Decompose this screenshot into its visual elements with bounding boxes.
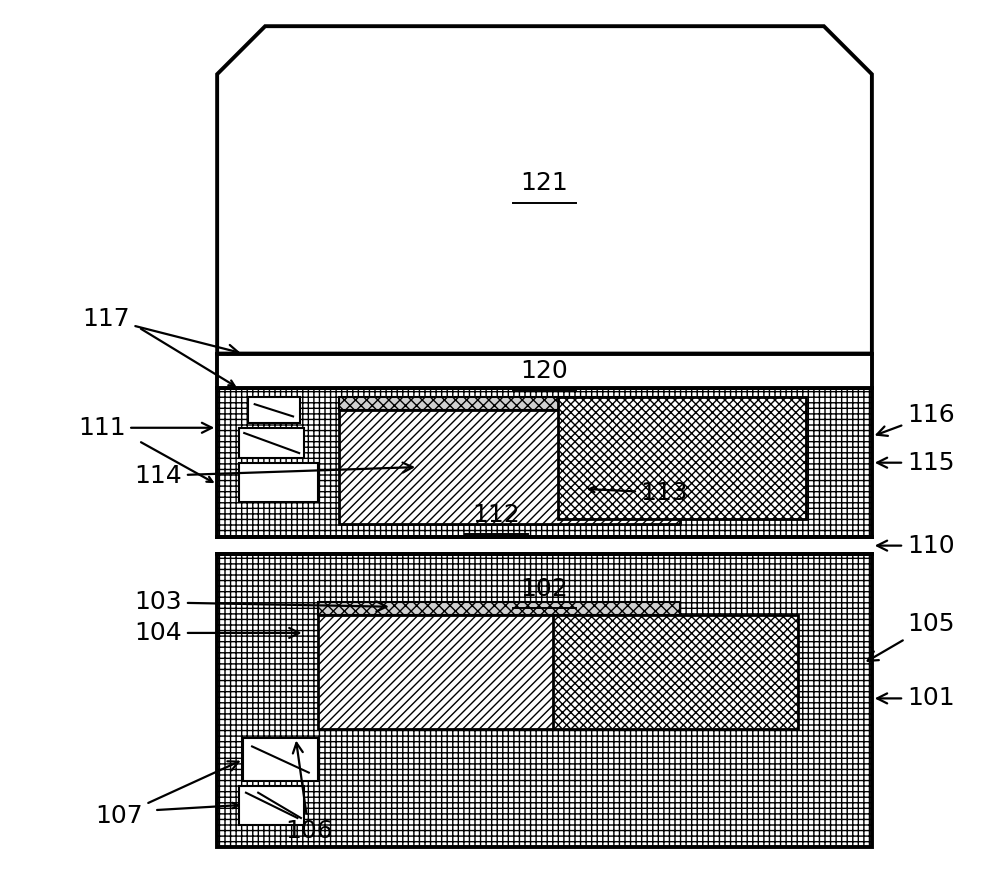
Text: 117: 117 — [82, 306, 238, 354]
Text: 120: 120 — [520, 359, 568, 383]
Bar — [239, 786, 305, 825]
Text: 107: 107 — [95, 761, 238, 828]
Bar — [318, 602, 680, 615]
Text: 105: 105 — [868, 612, 954, 661]
Polygon shape — [217, 26, 872, 354]
Bar — [340, 410, 680, 524]
Text: 106: 106 — [285, 743, 333, 843]
Text: 103: 103 — [135, 590, 386, 615]
Bar — [217, 388, 872, 537]
Text: 121: 121 — [520, 171, 568, 196]
Bar — [239, 428, 305, 458]
Bar — [247, 397, 300, 423]
Text: 101: 101 — [877, 686, 954, 711]
Bar — [239, 463, 318, 502]
Text: 112: 112 — [473, 503, 520, 527]
Bar — [217, 554, 872, 847]
Text: 111: 111 — [77, 416, 212, 440]
Text: 104: 104 — [134, 621, 299, 645]
Bar — [217, 354, 872, 388]
Bar — [553, 615, 797, 729]
Text: 116: 116 — [877, 402, 954, 436]
Text: 110: 110 — [877, 533, 954, 558]
Bar — [243, 738, 318, 781]
Bar — [340, 397, 680, 410]
Bar — [558, 397, 806, 519]
Text: 102: 102 — [520, 577, 568, 601]
Text: 114: 114 — [134, 463, 413, 488]
Text: 113: 113 — [640, 481, 688, 505]
Text: 115: 115 — [877, 450, 954, 475]
Bar — [318, 615, 680, 729]
